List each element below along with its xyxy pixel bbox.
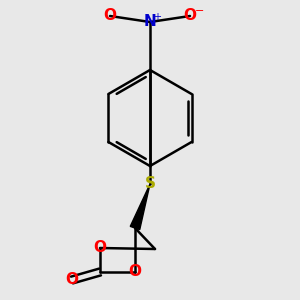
Text: +: + <box>153 12 161 22</box>
Text: S: S <box>145 176 155 191</box>
Text: O: O <box>103 8 116 23</box>
Text: N: N <box>144 14 156 29</box>
Polygon shape <box>130 184 150 230</box>
Text: O: O <box>184 8 196 23</box>
Text: O: O <box>128 265 142 280</box>
Text: O: O <box>94 241 106 256</box>
Text: −: − <box>195 6 205 16</box>
Text: O: O <box>65 272 79 287</box>
